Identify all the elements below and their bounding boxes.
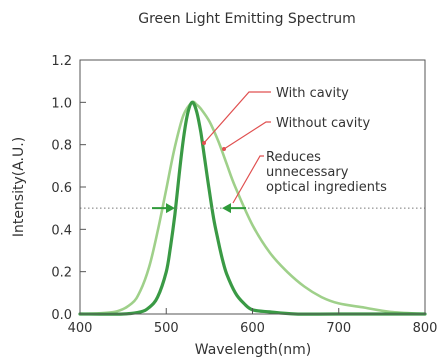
with-cavity-leader [203, 91, 271, 144]
fwhm-right-arrow-icon [222, 203, 231, 214]
reduces-leader [232, 155, 264, 204]
y-tick-label: 1.2 [51, 54, 72, 69]
series-line-with-cavity [78, 100, 427, 316]
x-tick-label: 600 [240, 321, 265, 336]
y-tick-label: 0.8 [51, 139, 72, 154]
y-tick-label: 0.0 [51, 308, 72, 323]
reduces-label-line: unnecessary [266, 165, 349, 180]
ticks-layer: 400 500 600 700 800 0.0 0.2 0.4 0.6 0.8 1.0 1.2 [51, 54, 437, 336]
series-line-without-cavity [78, 100, 427, 316]
series-layer [78, 100, 427, 316]
with-cavity-marker [202, 141, 206, 145]
y-axis-label: Intensity(A.U.) [11, 137, 27, 237]
annotation-layer: With cavity Without cavity Reducesunnecess… [152, 86, 387, 214]
without-cavity-label: Without cavity [276, 116, 370, 131]
reduces-label-line: optical ingredients [266, 180, 387, 195]
without-cavity-marker [222, 147, 226, 151]
reduces-label-line: Reduces [266, 150, 321, 165]
without-cavity-leader [223, 121, 271, 150]
x-tick-label: 800 [413, 321, 438, 336]
y-tick-label: 0.6 [51, 181, 72, 196]
fwhm-left-arrow-icon [166, 203, 175, 214]
y-tick-label: 1.0 [51, 96, 72, 111]
with-cavity-label: With cavity [276, 86, 349, 101]
y-tick-label: 0.4 [51, 223, 72, 238]
chart-title: Green Light Emitting Spectrum [138, 11, 356, 27]
x-axis-label: Wavelength(nm) [195, 342, 311, 358]
x-tick-label: 400 [68, 321, 93, 336]
x-tick-label: 700 [326, 321, 351, 336]
y-tick-label: 0.2 [51, 266, 72, 281]
x-tick-label: 500 [154, 321, 179, 336]
